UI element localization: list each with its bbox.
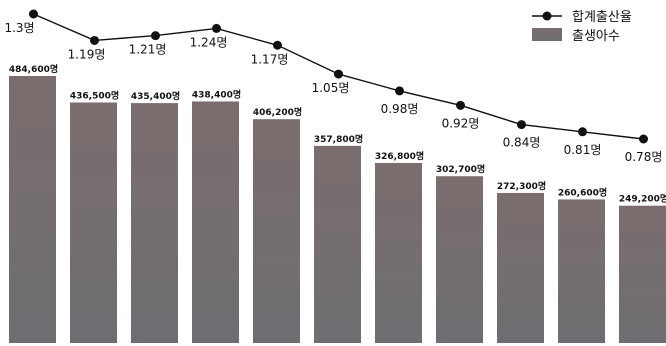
legend-label-births: 출생아수 — [572, 29, 620, 44]
bar-label-0: 484,600명 — [9, 63, 58, 75]
legend: 합계출산율 출생아수 — [532, 10, 632, 44]
bar-label-4: 406,200명 — [253, 106, 302, 118]
bar-label-1: 436,500명 — [70, 90, 119, 102]
bars-layer: 484,600명 436,500명 435,400명 438,400명 406,200명… — [9, 63, 666, 344]
rate-point-9 — [578, 127, 587, 137]
legend-bar-swatch — [532, 28, 562, 41]
rate-point-6 — [395, 86, 404, 96]
rate-point-2 — [151, 31, 160, 41]
rate-point-8 — [517, 120, 526, 130]
legend-line-marker — [542, 11, 552, 21]
rate-label-3: 1.24명 — [190, 35, 228, 49]
bar-label-2: 435,400명 — [131, 90, 180, 102]
rate-label-4: 1.17명 — [251, 52, 289, 66]
bar-5 — [314, 145, 361, 343]
bar-label-10: 249,200명 — [619, 193, 666, 205]
rate-label-1: 1.19명 — [68, 47, 106, 61]
bar-label-8: 272,300명 — [497, 180, 546, 192]
line-layer: 1.3명 1.19명 1.21명 1.24명 1.17명 1.05명 0.98명 0.92명 0… — [4, 9, 663, 164]
rate-label-10: 0.78명 — [625, 150, 663, 164]
bar-label-7: 302,700명 — [436, 163, 485, 175]
bar-label-5: 357,800명 — [314, 133, 363, 145]
rate-label-6: 0.98명 — [381, 102, 419, 116]
rate-point-10 — [639, 134, 648, 144]
rate-point-3 — [212, 23, 221, 33]
legend-label-rate: 합계출산율 — [572, 10, 632, 25]
bar-0 — [9, 76, 56, 343]
rate-label-5: 1.05명 — [312, 81, 350, 95]
bar-9 — [558, 199, 605, 343]
bar-1 — [70, 102, 117, 343]
rate-point-5 — [334, 69, 343, 79]
rate-label-8: 0.84명 — [503, 136, 541, 150]
rate-label-7: 0.92명 — [442, 116, 480, 130]
bar-label-9: 260,600명 — [558, 186, 607, 198]
rate-point-0 — [29, 9, 38, 19]
bar-7 — [436, 176, 483, 343]
bar-label-3: 438,400명 — [192, 88, 241, 100]
bar-6 — [375, 162, 422, 343]
rate-point-1 — [90, 35, 99, 45]
rate-label-2: 1.21명 — [129, 43, 167, 57]
rate-point-4 — [273, 40, 282, 50]
rate-label-9: 0.81명 — [564, 143, 602, 157]
bar-label-6: 326,800명 — [375, 150, 424, 162]
bar-2 — [131, 103, 178, 343]
bar-3 — [192, 101, 239, 344]
bar-10 — [619, 205, 666, 343]
bar-4 — [253, 119, 300, 343]
bar-8 — [497, 192, 544, 343]
rate-point-7 — [456, 100, 465, 110]
rate-label-0: 1.3명 — [4, 21, 34, 35]
